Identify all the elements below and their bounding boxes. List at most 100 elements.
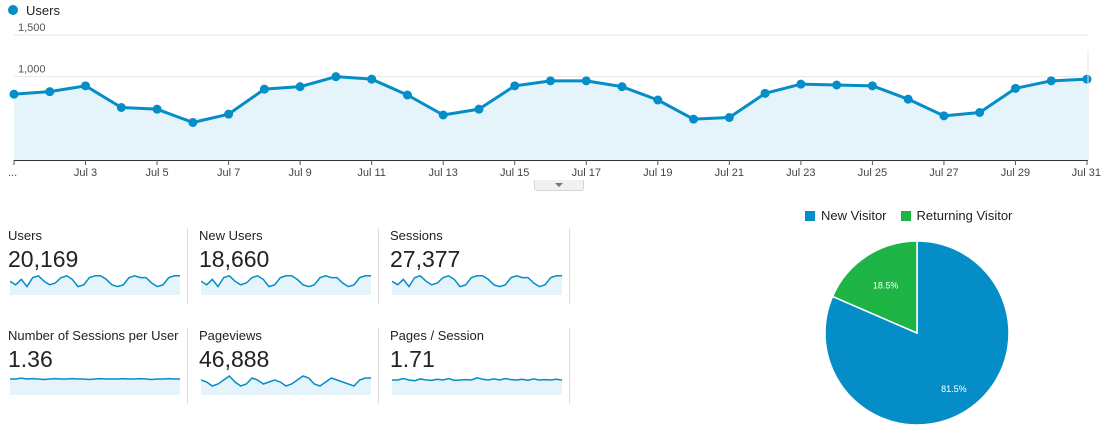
data-point[interactable] (331, 72, 341, 82)
data-point[interactable] (510, 81, 520, 91)
data-point[interactable] (546, 76, 555, 86)
sparkline-line (392, 376, 562, 382)
y-tick-label: 1,000 (18, 64, 46, 76)
divider (378, 328, 379, 404)
sparkline (10, 377, 180, 395)
data-point[interactable] (1046, 76, 1056, 86)
divider (569, 328, 570, 404)
sparkline (10, 274, 180, 295)
pie-legend-new-visitor[interactable]: New Visitor (805, 208, 887, 223)
legend-label-users: Users (26, 2, 60, 18)
pie-legend: New Visitor Returning Visitor (805, 208, 1026, 223)
chevron-down-icon (555, 183, 563, 187)
data-point[interactable] (689, 114, 699, 124)
data-point[interactable] (224, 109, 234, 119)
data-point[interactable] (259, 84, 269, 94)
metric-value: 1.36 (8, 346, 53, 372)
x-tick-label: Jul 27 (929, 167, 958, 179)
sparkline-fill (10, 378, 180, 395)
sparkline-line (10, 377, 180, 381)
data-point[interactable] (295, 82, 305, 92)
metric-sessions[interactable]: Sessions 27,377 (390, 228, 570, 308)
metric-sessions-per-user[interactable]: Number of Sessions per User 1.36 (8, 328, 188, 408)
data-point[interactable] (724, 113, 734, 122)
data-point[interactable] (9, 89, 19, 99)
data-point[interactable] (975, 108, 985, 117)
data-point[interactable] (116, 103, 126, 112)
x-tick-label: Jul 7 (217, 167, 240, 179)
x-tick-label: Jul 31 (1072, 167, 1101, 179)
x-tick-label: Jul 15 (500, 167, 529, 179)
pie-slice-label: 18.5% (873, 280, 899, 290)
divider (378, 228, 379, 304)
x-tick-label: Jul 13 (429, 167, 458, 179)
data-point[interactable] (367, 74, 377, 84)
data-point[interactable] (760, 88, 770, 98)
data-point[interactable] (581, 76, 591, 86)
data-point[interactable] (81, 81, 91, 91)
metric-value: 1.71 (390, 346, 435, 372)
metric-label: Number of Sessions per User (8, 328, 179, 343)
sparkline (392, 376, 562, 395)
data-point[interactable] (1010, 83, 1020, 93)
data-point[interactable] (939, 111, 949, 121)
sparkline-line (201, 375, 371, 387)
data-point[interactable] (152, 104, 162, 114)
sparkline-fill (392, 377, 562, 395)
x-tick-label: Jul 11 (357, 167, 386, 179)
sparkline-line (201, 274, 371, 288)
metric-value: 46,888 (199, 346, 270, 372)
metric-users[interactable]: Users 20,169 (8, 228, 188, 308)
divider (187, 328, 188, 404)
metric-label: Pageviews (199, 328, 262, 343)
y-tick-label: 1,500 (18, 22, 46, 34)
area-fill (14, 76, 1087, 160)
new-visitor-swatch-icon (805, 210, 815, 221)
x-tick-label: Jul 23 (786, 167, 815, 179)
x-tick-label: Jul 29 (1001, 167, 1030, 179)
x-tick-label: ... (8, 167, 17, 179)
data-point[interactable] (474, 104, 484, 114)
metric-label: Sessions (390, 228, 443, 243)
sparkline-line (10, 274, 180, 288)
data-point[interactable] (796, 79, 806, 89)
x-tick-label: Jul 3 (74, 167, 97, 179)
users-series-dot-icon (8, 5, 18, 15)
data-point[interactable] (1082, 74, 1092, 84)
data-point[interactable] (867, 81, 877, 91)
pie-slice-returning-visitor[interactable] (831, 240, 918, 335)
metric-value: 18,660 (199, 246, 270, 272)
metric-label: Users (8, 228, 42, 243)
metric-value: 27,377 (390, 246, 461, 272)
sparkline (201, 274, 371, 295)
x-tick-label: Jul 25 (858, 167, 887, 179)
data-point[interactable] (617, 82, 627, 92)
x-tick-label: Jul 9 (289, 167, 312, 179)
x-tick-label: Jul 21 (715, 167, 744, 179)
data-point[interactable] (402, 90, 412, 100)
data-point[interactable] (188, 118, 198, 127)
chart-collapse-toggle[interactable] (534, 180, 584, 191)
sparkline (201, 375, 371, 395)
data-point[interactable] (832, 80, 842, 90)
visitor-type-pie-chart[interactable]: 81.5% 18.5% (822, 238, 1012, 428)
metric-pages-per-session[interactable]: Pages / Session 1.71 (390, 328, 570, 408)
sparkline-line (392, 274, 562, 288)
x-tick-label: Jul 5 (145, 167, 168, 179)
returning-visitor-swatch-icon (900, 210, 911, 221)
metric-new-users[interactable]: New Users 18,660 (199, 228, 379, 308)
pie-legend-label: New Visitor (821, 208, 887, 223)
x-tick-label: Jul 17 (572, 167, 601, 179)
data-point[interactable] (903, 94, 913, 104)
chart-legend[interactable]: Users (8, 2, 60, 18)
metric-pageviews[interactable]: Pageviews 46,888 (199, 328, 379, 408)
data-point[interactable] (45, 87, 55, 97)
data-point[interactable] (438, 110, 448, 120)
pie-legend-label: Returning Visitor (916, 208, 1013, 223)
pie-legend-returning-visitor[interactable]: Returning Visitor (900, 208, 1013, 223)
sparkline-fill (392, 275, 562, 295)
sparkline-fill (10, 275, 180, 295)
data-point[interactable] (653, 95, 663, 105)
metric-value: 20,169 (8, 246, 79, 272)
